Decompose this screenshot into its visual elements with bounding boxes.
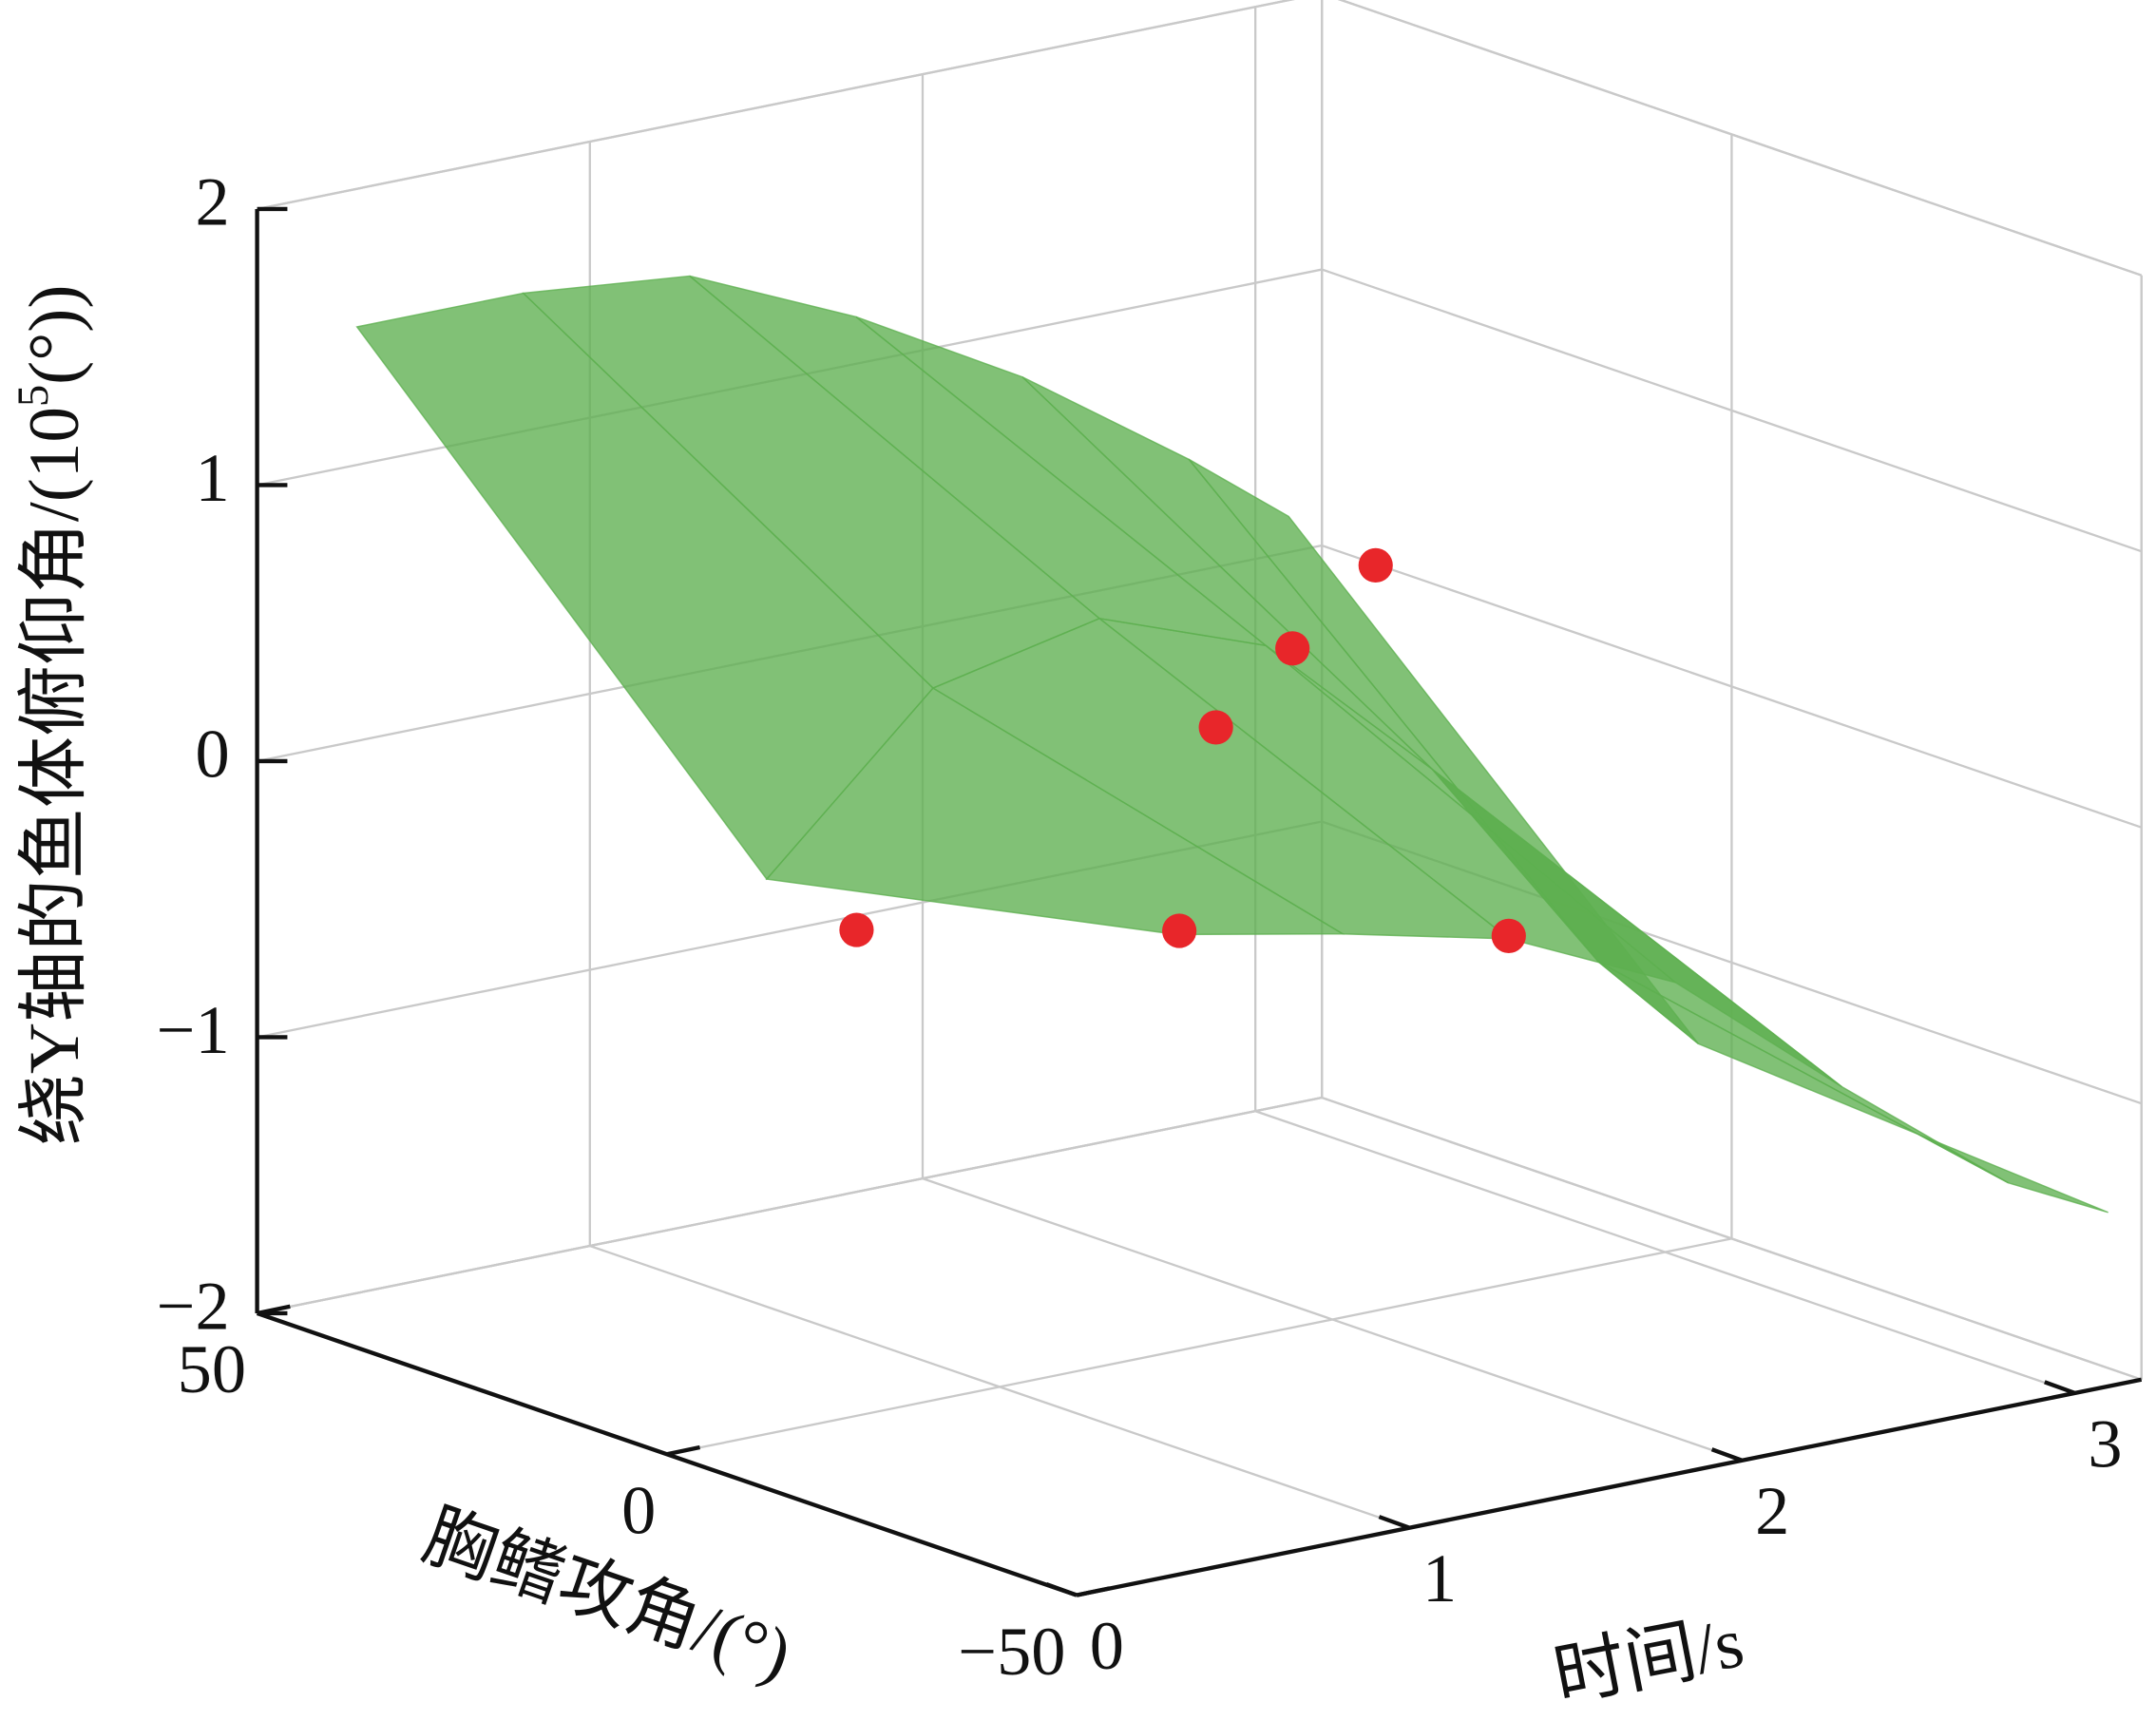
y-tick-label: 0: [621, 1472, 656, 1548]
z-tick-label: 1: [195, 440, 229, 516]
plot: −2 −1 0 1 2 −50 0 50 0 1 2 3 胸鳍攻角/(°) 时间/s 绕Y轴的鱼体俯仰角/(…: [10, 0, 2143, 1717]
x-axis-label: 时间/s: [1548, 1603, 1750, 1717]
data-point: [1275, 631, 1310, 666]
data-point: [839, 912, 874, 947]
x-tick-label: 0: [1090, 1608, 1124, 1684]
z-tick-label: 0: [195, 717, 229, 793]
grid-line: [257, 1096, 1323, 1315]
grid-line: [666, 1237, 1732, 1456]
grid-line: [257, 0, 1295, 211]
z-tick-label: −1: [157, 992, 230, 1068]
z-axis-label-tail: (°)): [15, 285, 94, 385]
y-tick-label: −50: [958, 1614, 1065, 1690]
z-axis-label-sup: 5: [10, 385, 58, 407]
data-point: [1358, 547, 1393, 583]
y-tick: [257, 1304, 291, 1316]
surface-patch: [1597, 961, 2108, 1214]
y-tick: [666, 1444, 701, 1457]
x-tick: [1045, 1581, 1078, 1597]
x-tick-label: 3: [2088, 1405, 2122, 1482]
x-tick-label: 1: [1422, 1540, 1457, 1616]
x-tick-label: 2: [1755, 1473, 1789, 1549]
x-tick: [1378, 1515, 1410, 1530]
x-axis: [1076, 1377, 2143, 1597]
z-axis-label: 绕Y轴的鱼体俯仰角/(105(°)): [10, 285, 95, 1146]
data-point: [1162, 913, 1197, 948]
y-tick: [1076, 1586, 1111, 1597]
z-tick-label: −2: [157, 1269, 230, 1345]
y-tick-label: 50: [178, 1331, 246, 1407]
x-tick: [1710, 1447, 1744, 1463]
y-axis-label: 胸鳍攻角/(°): [413, 1496, 800, 1694]
z-tick-label: 2: [195, 164, 229, 240]
z-axis-label-text: 绕Y轴的鱼体俯仰角/(10: [15, 407, 94, 1145]
x-tick: [2044, 1380, 2076, 1395]
data-point: [1491, 918, 1526, 953]
data-point: [1198, 710, 1233, 745]
